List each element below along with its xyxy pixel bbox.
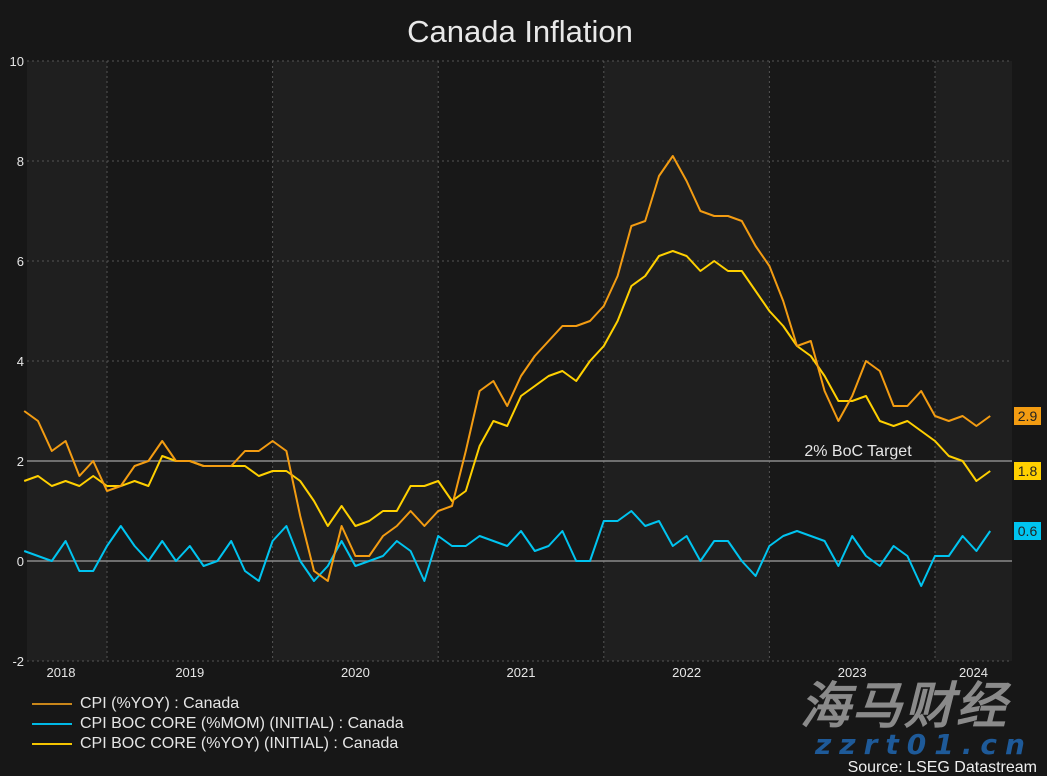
legend-item-cpi-yoy: CPI (%YOY) : Canada: [32, 694, 404, 714]
x-tick-label: 2021: [507, 665, 536, 680]
legend-label: CPI BOC CORE (%YOY) (INITIAL) : Canada: [80, 734, 398, 754]
watermark-logo: 海马财经: [800, 682, 1008, 730]
legend-label: CPI BOC CORE (%MOM) (INITIAL) : Canada: [80, 714, 404, 734]
last-value-label: 1.8: [1018, 463, 1038, 479]
y-tick-label: 6: [17, 254, 24, 269]
legend: CPI (%YOY) : Canada CPI BOC CORE (%MOM) …: [32, 694, 404, 754]
y-tick-label: 10: [10, 54, 24, 69]
reference-line-label: 2% BoC Target: [804, 443, 912, 460]
source-note: Source: LSEG Datastream: [848, 760, 1037, 775]
x-tick-label: 2020: [341, 665, 370, 680]
legend-item-core-yoy: CPI BOC CORE (%YOY) (INITIAL) : Canada: [32, 734, 404, 754]
legend-swatch: [32, 743, 72, 745]
legend-swatch: [32, 703, 72, 705]
legend-swatch: [32, 723, 72, 725]
legend-item-core-mom: CPI BOC CORE (%MOM) (INITIAL) : Canada: [32, 714, 404, 734]
legend-label: CPI (%YOY) : Canada: [80, 694, 239, 714]
y-tick-label: 8: [17, 154, 24, 169]
x-tick-label: 2018: [47, 665, 76, 680]
x-tick-label: 2019: [175, 665, 204, 680]
y-tick-label: -2: [12, 654, 24, 669]
y-tick-label: 0: [17, 554, 24, 569]
y-tick-label: 4: [17, 354, 24, 369]
y-tick-label: 2: [17, 454, 24, 469]
watermark-url: zzrt01.cn: [815, 731, 1033, 758]
last-value-label: 2.9: [1018, 408, 1038, 424]
last-value-label: 0.6: [1018, 523, 1038, 539]
x-tick-label: 2022: [672, 665, 701, 680]
